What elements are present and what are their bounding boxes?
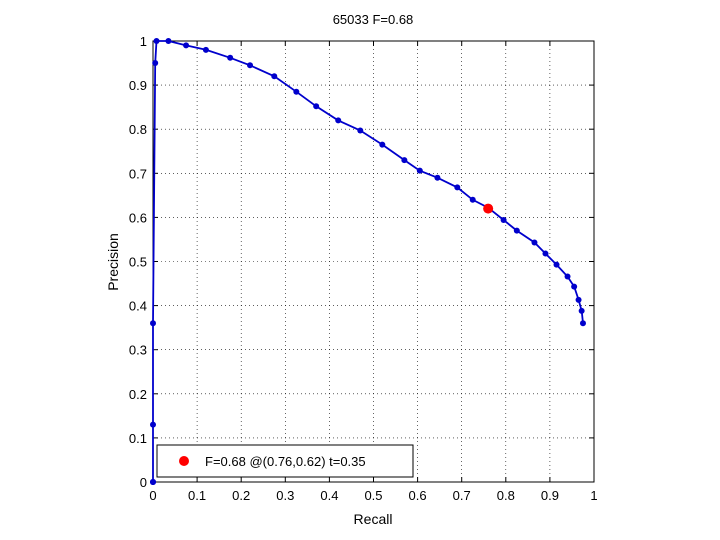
x-tick-label: 0.5	[364, 488, 382, 503]
x-tick-labels: 0 0.1 0.2 0.3 0.4 0.5 0.6 0.7 0.8 0.9 1	[149, 488, 597, 503]
y-tick-label: 0.6	[129, 210, 147, 225]
data-point	[469, 196, 476, 203]
data-point	[153, 38, 160, 44]
data-point	[152, 60, 159, 67]
x-tick-label: 0.6	[409, 488, 427, 503]
data-point	[379, 141, 386, 148]
x-tick-label: 0.4	[320, 488, 338, 503]
x-tick-label: 0.3	[276, 488, 294, 503]
data-point	[401, 157, 408, 164]
data-point	[313, 103, 320, 110]
data-point	[531, 239, 538, 246]
legend-label: F=0.68 @(0.76,0.62) t=0.35	[205, 454, 366, 469]
data-point	[513, 227, 520, 234]
x-tick-label: 0.2	[232, 488, 250, 503]
legend-box	[156, 444, 414, 478]
data-point	[454, 184, 461, 191]
y-tick-labels: 0 0.1 0.2 0.3 0.4 0.5 0.6 0.7 0.8 0.9 1	[129, 34, 147, 490]
chart-title: 65033 F=0.68	[333, 12, 414, 27]
x-tick-label: 0.1	[188, 488, 206, 503]
series-layer	[150, 38, 586, 485]
data-point	[335, 117, 342, 124]
x-axis-label: Recall	[354, 511, 393, 527]
x-tick-label: 0.9	[541, 488, 559, 503]
y-tick-label: 0.4	[129, 299, 147, 314]
data-point	[227, 54, 234, 61]
y-tick-label: 0	[140, 475, 147, 490]
legend: F=0.68 @(0.76,0.62) t=0.35	[156, 444, 414, 478]
y-tick-label: 0.7	[129, 166, 147, 181]
data-point	[271, 73, 278, 80]
data-point	[564, 273, 571, 280]
x-tick-label: 0.7	[453, 488, 471, 503]
x-tick-label: 1	[590, 488, 597, 503]
data-point	[247, 62, 254, 69]
data-point	[542, 250, 549, 257]
data-point	[150, 421, 156, 428]
y-tick-label: 1	[140, 34, 147, 49]
x-tick-label: 0.8	[497, 488, 515, 503]
data-point	[578, 307, 585, 314]
y-tick-label: 0.8	[129, 122, 147, 137]
x-tick-label: 0	[149, 488, 156, 503]
data-point	[575, 296, 582, 303]
data-point	[434, 174, 441, 181]
y-tick-label: 0.5	[129, 255, 147, 270]
data-point	[571, 283, 578, 290]
y-tick-label: 0.2	[129, 387, 147, 402]
best-f-point	[483, 203, 494, 214]
y-tick-label: 0.1	[129, 431, 147, 446]
y-axis-label: Precision	[105, 233, 121, 291]
data-point	[150, 320, 156, 327]
y-tick-label: 0.9	[129, 78, 147, 93]
data-point	[357, 127, 364, 134]
y-tick-label: 0.3	[129, 343, 147, 358]
data-point	[416, 167, 423, 174]
data-point	[183, 42, 190, 49]
data-point	[579, 320, 586, 327]
data-point	[150, 479, 156, 485]
legend-marker	[179, 456, 189, 466]
data-point	[500, 217, 507, 224]
data-point	[293, 88, 300, 95]
grid-lines	[153, 41, 594, 482]
data-point	[202, 46, 209, 53]
data-point	[165, 38, 172, 44]
data-point	[553, 261, 560, 268]
